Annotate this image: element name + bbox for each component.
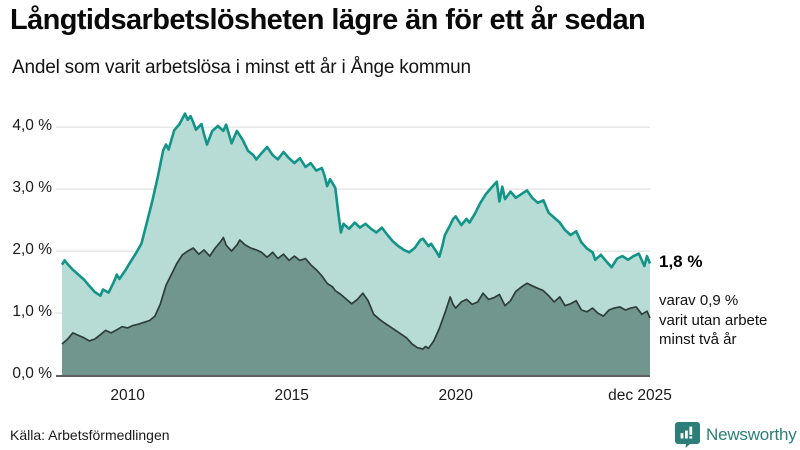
series-total-line (60, 112, 652, 298)
x-tick-label: 2015 (274, 387, 309, 404)
newsworthy-wordmark: Newsworthy (706, 424, 797, 444)
source-label: Källa: Arbetsförmedlingen (10, 427, 170, 443)
annotation-note-line: minst två år (659, 331, 737, 348)
annotation-latest-total: 1,8 % (659, 252, 703, 271)
newsworthy-logo[interactable]: Newsworthy (675, 421, 797, 448)
page-title: Långtidsarbetslösheten lägre än för ett … (10, 4, 646, 36)
y-axis-labels: 0,0 % 1,0 % 2,0 % 3,0 % 4,0 % (0, 0, 60, 400)
x-tick-label: 2010 (110, 387, 145, 404)
x-tick-label: 2020 (438, 387, 473, 404)
y-tick-label: 0,0 % (12, 365, 52, 382)
x-axis-labels: 2010 2015 2020 dec 2025 (0, 387, 800, 407)
x-tick-label: dec 2025 (608, 387, 672, 404)
y-tick-label: 3,0 % (12, 179, 52, 197)
series-two-year-area (62, 237, 650, 375)
newsworthy-bubble-chart-icon (675, 422, 700, 448)
page-subtitle: Andel som varit arbetslösa i minst ett å… (12, 57, 471, 78)
y-tick-label: 1,0 % (12, 303, 52, 321)
annotation-note-line: varav 0,9 % (659, 292, 739, 309)
y-tick-label: 2,0 % (12, 241, 52, 259)
annotation-note-line: varit utan arbete (659, 311, 768, 329)
y-tick-label: 4,0 % (12, 117, 52, 135)
annotation-two-year-note: varav 0,9 % varit utan arbete minst två år (659, 291, 767, 350)
series-two-year-line (61, 236, 651, 350)
